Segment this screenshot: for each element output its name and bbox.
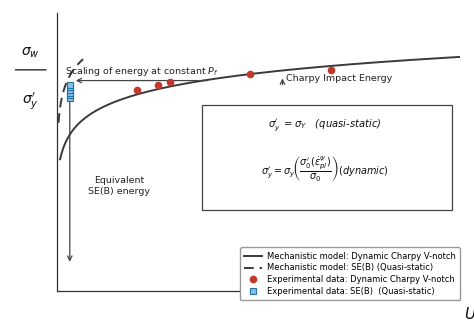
Text: $\sigma_w$: $\sigma_w$ — [21, 46, 40, 60]
Text: Equivalent
SE(B) energy: Equivalent SE(B) energy — [88, 176, 150, 196]
Text: Charpy Impact Energy: Charpy Impact Energy — [286, 74, 392, 83]
Text: $\sigma_y^{\prime}$: $\sigma_y^{\prime}$ — [22, 91, 39, 112]
Text: U: U — [464, 307, 474, 322]
Legend: Mechanistic model: Dynamic Charpy V-notch, Mechanistic model: SE(B) (Quasi-stati: Mechanistic model: Dynamic Charpy V-notc… — [240, 247, 460, 300]
Text: $\sigma_y^{\prime}=\sigma_y\!\left(\dfrac{\sigma_0^{\prime}(\dot{\varepsilon}_{p: $\sigma_y^{\prime}=\sigma_y\!\left(\dfra… — [261, 155, 389, 184]
Text: Scaling of energy at constant $P_f$: Scaling of energy at constant $P_f$ — [64, 65, 219, 78]
Text: $\sigma_y^{\prime}\ =\sigma_Y\ \ $ (quasi-static): $\sigma_y^{\prime}\ =\sigma_Y\ \ $ (quas… — [268, 118, 382, 133]
FancyBboxPatch shape — [202, 105, 452, 210]
